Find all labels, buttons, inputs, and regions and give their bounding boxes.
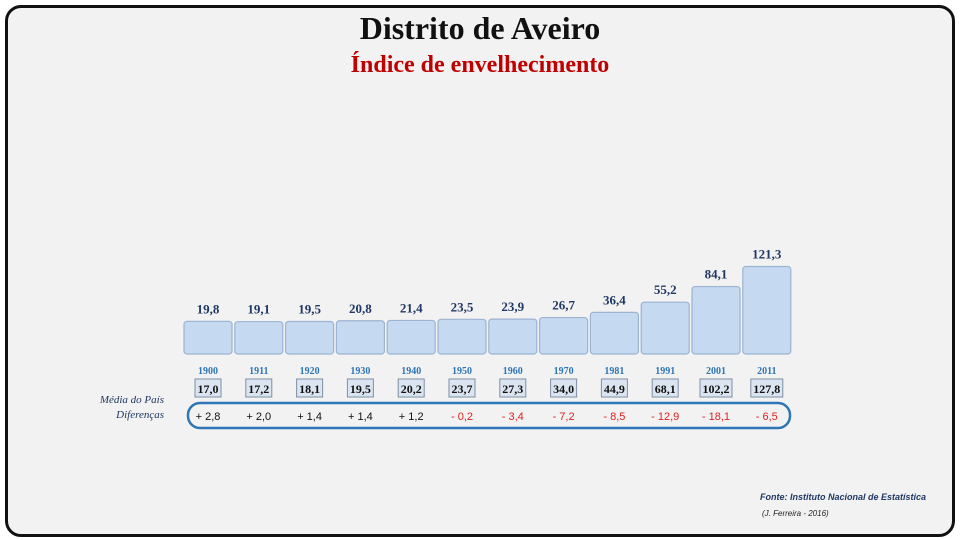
bar-1900 [183, 320, 233, 355]
difference-value: - 12,9 [651, 411, 679, 423]
year-tick-label: 1940 [401, 366, 421, 377]
national-average-value: 20,2 [401, 382, 422, 396]
difference-value: + 1,2 [399, 411, 424, 423]
chart-subtitle: Índice de envelhecimento [350, 52, 610, 78]
bar-value-label: 36,4 [603, 292, 626, 307]
bar-value-label: 121,3 [752, 246, 782, 261]
bar-value-label: 84,1 [705, 267, 728, 282]
bar-1960 [488, 318, 538, 355]
difference-value: - 7,2 [553, 411, 575, 423]
national-average-box [397, 378, 425, 398]
bar-value-label: 23,5 [451, 299, 474, 314]
chart-frame [5, 5, 955, 537]
national-average-box [750, 378, 784, 398]
year-tick-label: 2001 [706, 366, 726, 377]
national-average-value: 27,3 [502, 382, 523, 396]
bar-value-label: 19,5 [298, 301, 321, 316]
bar-2001 [691, 285, 741, 355]
national-average-box [194, 378, 222, 398]
year-tick-label: 1900 [198, 366, 218, 377]
bar-value-label: 21,4 [400, 300, 423, 315]
year-tick-label: 1950 [452, 366, 472, 377]
year-tick-label: 1981 [604, 366, 624, 377]
difference-value: - 18,1 [702, 411, 730, 423]
difference-value: - 3,4 [502, 411, 524, 423]
bar-1911 [234, 321, 284, 355]
national-average-box [550, 378, 578, 398]
national-average-value: 68,1 [655, 382, 676, 396]
difference-value: + 2,8 [196, 411, 221, 423]
differences-row-label: Diferenças [116, 409, 164, 421]
bar-1940 [386, 319, 436, 355]
difference-value: + 1,4 [348, 411, 373, 423]
chart-title: Distrito de Aveiro [359, 10, 601, 46]
bar-1991 [640, 301, 690, 355]
bar-2011 [742, 265, 792, 355]
national-average-value: 127,8 [753, 382, 780, 396]
national-average-value: 17,2 [248, 382, 269, 396]
year-tick-label: 2011 [757, 366, 776, 377]
national-average-row-label: Média do País [99, 394, 164, 406]
national-average-box [245, 378, 273, 398]
difference-value: - 8,5 [603, 411, 625, 423]
bar-value-label: 19,1 [247, 302, 270, 317]
difference-value: + 1,4 [297, 411, 322, 423]
author-note: (J. Ferreira - 2016) [762, 509, 829, 518]
national-average-box [651, 378, 679, 398]
year-tick-label: 1920 [300, 366, 320, 377]
bar-1950 [437, 318, 487, 355]
year-tick-label: 1960 [503, 366, 523, 377]
national-average-value: 19,5 [350, 382, 371, 396]
year-tick-label: 1911 [249, 366, 268, 377]
bar-1970 [538, 316, 589, 355]
bar-value-label: 26,7 [552, 298, 575, 313]
year-tick-label: 1970 [554, 366, 574, 377]
national-average-value: 18,1 [299, 382, 320, 396]
year-tick-label: 1930 [350, 366, 370, 377]
bar-value-label: 23,9 [501, 299, 524, 314]
national-average-box [346, 378, 374, 398]
bar-1981 [589, 311, 640, 355]
national-average-box [448, 378, 476, 398]
bar-1930 [335, 320, 385, 355]
national-average-value: 44,9 [604, 382, 625, 396]
differences-oval [186, 401, 792, 430]
national-average-value: 34,0 [553, 382, 574, 396]
national-average-box [296, 378, 324, 398]
difference-value: + 2,0 [246, 411, 271, 423]
national-average-box [600, 378, 628, 398]
bar-value-label: 55,2 [654, 282, 677, 297]
national-average-value: 23,7 [452, 382, 473, 396]
bar-value-label: 19,8 [197, 301, 220, 316]
national-average-value: 17,0 [198, 382, 219, 396]
national-average-box [699, 378, 733, 398]
national-average-value: 102,2 [703, 382, 730, 396]
difference-value: - 0,2 [451, 411, 473, 423]
source-note: Fonte: Instituto Nacional de Estatística [760, 492, 927, 502]
bar-value-label: 20,8 [349, 301, 372, 316]
year-tick-label: 1991 [655, 366, 675, 377]
difference-value: - 6,5 [756, 411, 778, 423]
bar-1920 [285, 320, 335, 355]
national-average-box [499, 378, 527, 398]
